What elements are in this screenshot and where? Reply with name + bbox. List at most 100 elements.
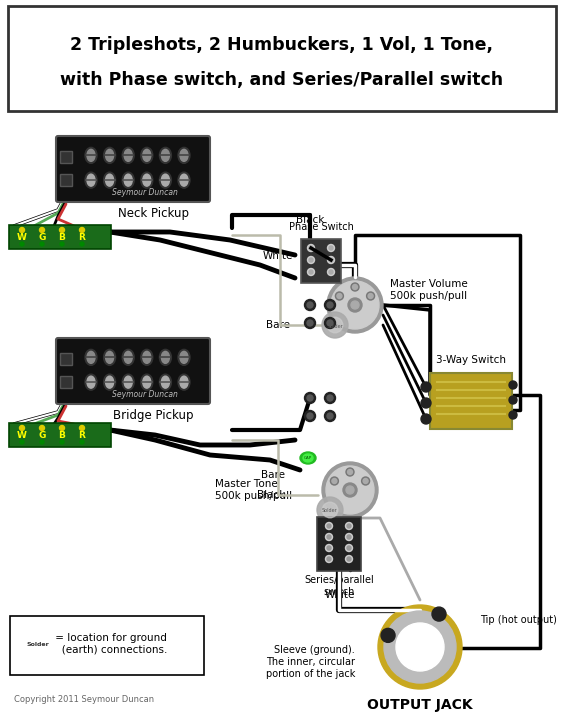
FancyBboxPatch shape — [60, 376, 72, 388]
Text: Black: Black — [296, 215, 324, 225]
FancyBboxPatch shape — [56, 338, 210, 404]
Circle shape — [322, 502, 338, 518]
Circle shape — [305, 300, 315, 310]
Circle shape — [327, 524, 331, 528]
Circle shape — [329, 258, 333, 262]
Ellipse shape — [141, 147, 153, 163]
Circle shape — [346, 533, 352, 540]
Ellipse shape — [105, 351, 113, 363]
FancyBboxPatch shape — [8, 6, 556, 111]
Circle shape — [20, 228, 24, 233]
Circle shape — [336, 292, 343, 300]
Ellipse shape — [105, 174, 113, 186]
Ellipse shape — [85, 172, 97, 188]
Circle shape — [322, 462, 378, 518]
Circle shape — [307, 320, 313, 326]
Ellipse shape — [178, 350, 190, 365]
Circle shape — [324, 411, 336, 422]
Ellipse shape — [122, 147, 134, 163]
Ellipse shape — [85, 350, 97, 365]
Circle shape — [327, 546, 331, 550]
Ellipse shape — [160, 172, 171, 188]
Text: Master Tone
500k push/pull: Master Tone 500k push/pull — [215, 479, 292, 501]
Circle shape — [347, 535, 351, 539]
Circle shape — [59, 426, 64, 431]
Circle shape — [509, 411, 517, 419]
Circle shape — [307, 395, 313, 401]
Text: Solder: Solder — [322, 508, 338, 513]
Circle shape — [346, 555, 352, 562]
Circle shape — [309, 258, 313, 262]
Text: B: B — [59, 234, 65, 243]
Circle shape — [39, 228, 45, 233]
Ellipse shape — [104, 147, 116, 163]
Ellipse shape — [161, 174, 169, 186]
Ellipse shape — [122, 350, 134, 365]
Circle shape — [421, 382, 431, 392]
Text: Bare: Bare — [266, 320, 290, 330]
Circle shape — [346, 523, 352, 530]
Circle shape — [329, 270, 333, 274]
Text: Black: Black — [257, 490, 285, 500]
Ellipse shape — [85, 375, 97, 390]
Circle shape — [346, 545, 352, 552]
Circle shape — [317, 497, 343, 523]
Ellipse shape — [178, 172, 190, 188]
Circle shape — [337, 293, 342, 298]
Circle shape — [348, 298, 362, 312]
Text: W: W — [17, 431, 27, 441]
Circle shape — [347, 546, 351, 550]
Ellipse shape — [87, 150, 95, 162]
Ellipse shape — [141, 172, 153, 188]
Ellipse shape — [180, 351, 188, 363]
Circle shape — [328, 244, 334, 251]
Text: Copyright 2011 Seymour Duncan: Copyright 2011 Seymour Duncan — [14, 696, 154, 704]
Text: with Phase switch, and Series/Parallel switch: with Phase switch, and Series/Parallel s… — [60, 71, 504, 89]
Ellipse shape — [105, 150, 113, 162]
Text: Solder: Solder — [327, 323, 343, 328]
Circle shape — [384, 611, 456, 683]
Circle shape — [362, 477, 369, 485]
Circle shape — [307, 413, 313, 419]
Circle shape — [347, 557, 351, 561]
Text: 2 Tripleshots, 2 Humbuckers, 1 Vol, 1 Tone,: 2 Tripleshots, 2 Humbuckers, 1 Vol, 1 To… — [70, 36, 494, 54]
FancyBboxPatch shape — [430, 373, 512, 429]
Ellipse shape — [87, 174, 95, 186]
Circle shape — [381, 629, 395, 642]
FancyBboxPatch shape — [60, 174, 72, 186]
Circle shape — [347, 524, 351, 528]
Text: R: R — [78, 431, 85, 441]
Circle shape — [20, 440, 24, 444]
Circle shape — [80, 426, 85, 431]
Circle shape — [346, 486, 354, 494]
Circle shape — [307, 268, 315, 276]
Circle shape — [432, 607, 446, 621]
Circle shape — [305, 318, 315, 328]
Circle shape — [331, 281, 379, 329]
Circle shape — [328, 268, 334, 276]
FancyBboxPatch shape — [10, 616, 204, 675]
Ellipse shape — [104, 172, 116, 188]
Circle shape — [324, 392, 336, 404]
FancyBboxPatch shape — [9, 225, 111, 249]
Text: Bridge Pickup: Bridge Pickup — [113, 409, 193, 422]
Circle shape — [307, 244, 315, 251]
Text: W: W — [17, 234, 27, 243]
Ellipse shape — [178, 375, 190, 390]
Circle shape — [329, 246, 333, 250]
Text: Master Volume
500k push/pull: Master Volume 500k push/pull — [390, 279, 468, 300]
Circle shape — [305, 392, 315, 404]
Text: Tip (hot output): Tip (hot output) — [480, 615, 557, 625]
Text: Seymour Duncan: Seymour Duncan — [112, 188, 178, 197]
Circle shape — [368, 293, 373, 298]
Circle shape — [351, 283, 359, 291]
FancyBboxPatch shape — [56, 136, 210, 202]
Text: 3-Way Switch: 3-Way Switch — [436, 355, 506, 365]
Circle shape — [421, 398, 431, 408]
Ellipse shape — [104, 350, 116, 365]
Ellipse shape — [122, 172, 134, 188]
Text: Seymour Duncan: Seymour Duncan — [112, 390, 178, 399]
Circle shape — [346, 468, 354, 476]
Ellipse shape — [160, 350, 171, 365]
Circle shape — [331, 477, 338, 485]
